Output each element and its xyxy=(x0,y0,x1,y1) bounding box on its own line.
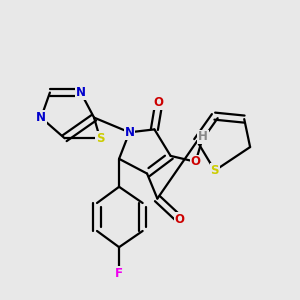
Text: H: H xyxy=(198,130,208,143)
Text: N: N xyxy=(124,126,134,139)
Text: O: O xyxy=(190,155,201,168)
Text: S: S xyxy=(96,132,104,145)
Text: O: O xyxy=(174,213,184,226)
Text: S: S xyxy=(211,164,219,177)
Text: N: N xyxy=(76,86,86,99)
Text: O: O xyxy=(154,96,164,110)
Text: F: F xyxy=(115,267,123,280)
Text: N: N xyxy=(36,111,46,124)
